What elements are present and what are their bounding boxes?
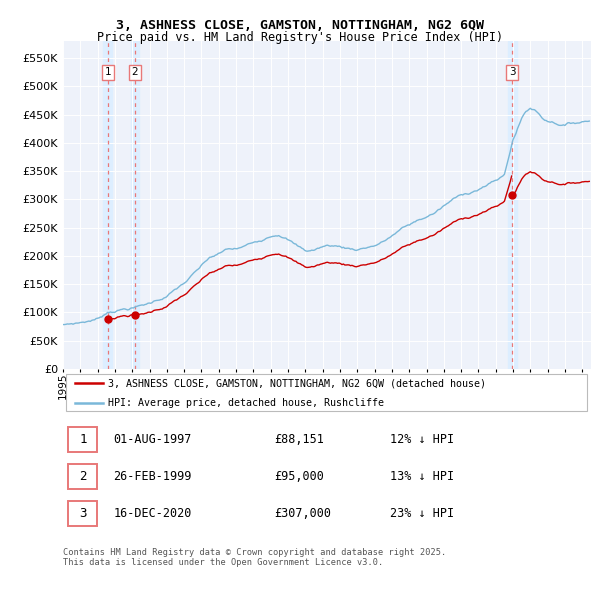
FancyBboxPatch shape	[68, 464, 97, 489]
Text: £88,151: £88,151	[274, 433, 324, 446]
Text: £307,000: £307,000	[274, 507, 331, 520]
Text: 26-FEB-1999: 26-FEB-1999	[113, 470, 191, 483]
Bar	[508, 41, 517, 369]
Text: 16-DEC-2020: 16-DEC-2020	[113, 507, 191, 520]
Text: 13% ↓ HPI: 13% ↓ HPI	[391, 470, 454, 483]
Bar	[131, 41, 139, 369]
Text: £95,000: £95,000	[274, 470, 324, 483]
Text: 2: 2	[131, 67, 138, 77]
Text: 3, ASHNESS CLOSE, GAMSTON, NOTTINGHAM, NG2 6QW (detached house): 3, ASHNESS CLOSE, GAMSTON, NOTTINGHAM, N…	[108, 378, 486, 388]
Text: Price paid vs. HM Land Registry's House Price Index (HPI): Price paid vs. HM Land Registry's House …	[97, 31, 503, 44]
Text: 3: 3	[509, 67, 515, 77]
Text: HPI: Average price, detached house, Rushcliffe: HPI: Average price, detached house, Rush…	[108, 398, 384, 408]
FancyBboxPatch shape	[68, 500, 97, 526]
Text: 12% ↓ HPI: 12% ↓ HPI	[391, 433, 454, 446]
Text: 3: 3	[79, 507, 86, 520]
Text: 1: 1	[104, 67, 111, 77]
Text: 1: 1	[79, 433, 86, 446]
Text: 2: 2	[79, 470, 86, 483]
Text: 3, ASHNESS CLOSE, GAMSTON, NOTTINGHAM, NG2 6QW: 3, ASHNESS CLOSE, GAMSTON, NOTTINGHAM, N…	[116, 19, 484, 32]
FancyBboxPatch shape	[65, 375, 587, 411]
Text: 01-AUG-1997: 01-AUG-1997	[113, 433, 191, 446]
Text: Contains HM Land Registry data © Crown copyright and database right 2025.
This d: Contains HM Land Registry data © Crown c…	[63, 548, 446, 567]
FancyBboxPatch shape	[68, 427, 97, 453]
Text: 23% ↓ HPI: 23% ↓ HPI	[391, 507, 454, 520]
Bar	[103, 41, 112, 369]
